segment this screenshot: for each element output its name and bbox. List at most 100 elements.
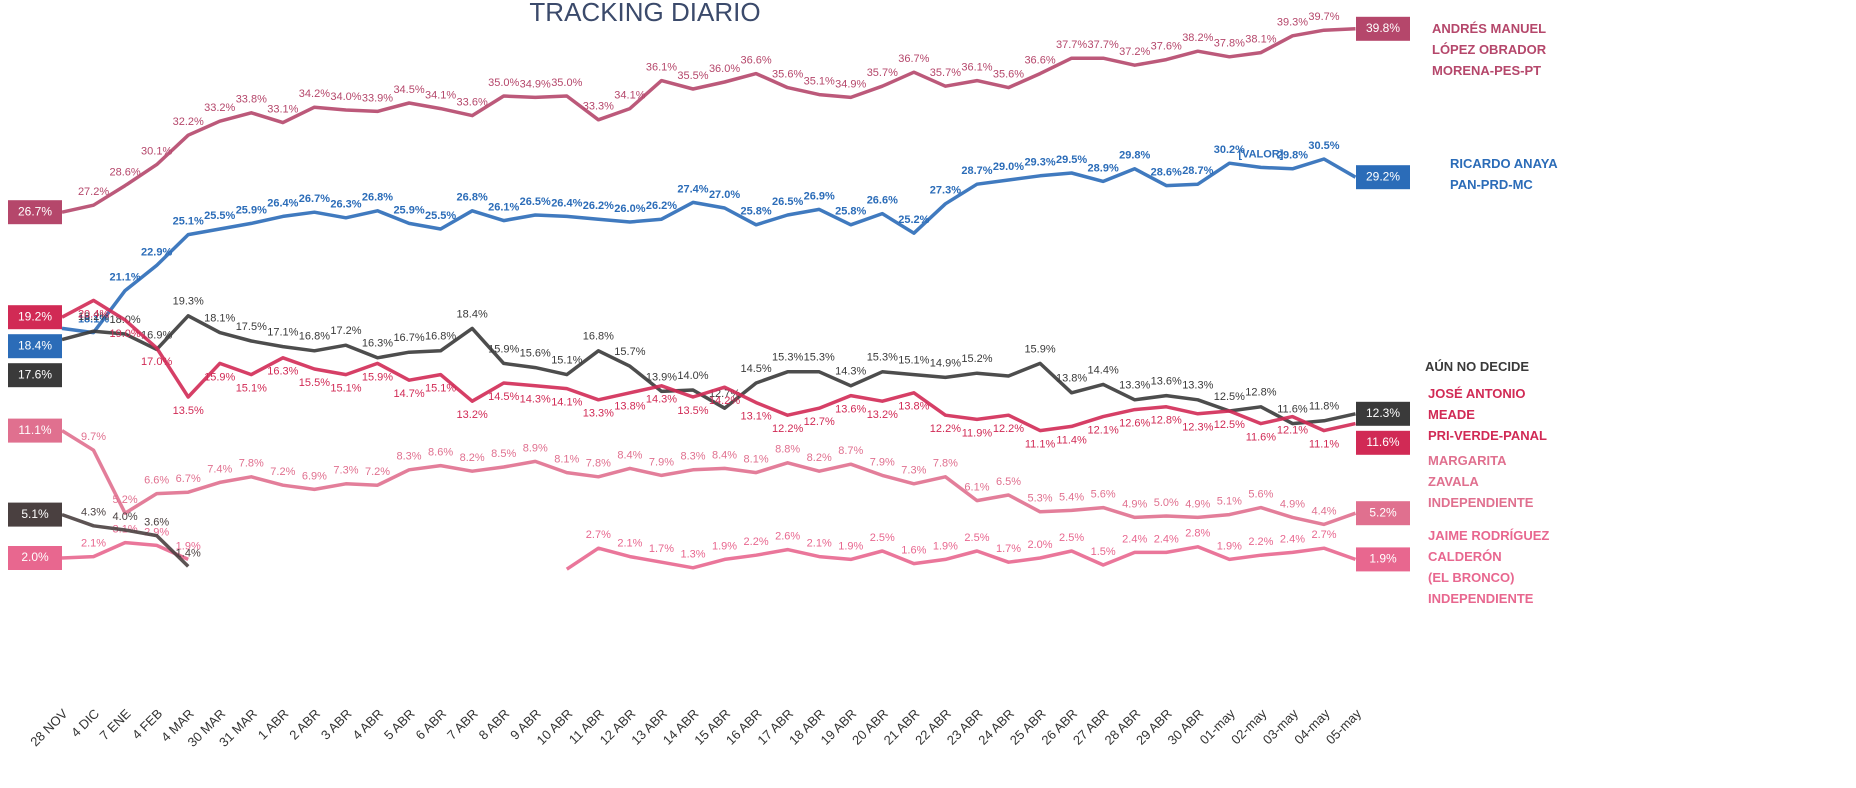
data-label: 15.3% — [772, 352, 803, 364]
data-label: 15.7% — [614, 346, 645, 358]
data-label: 11.9% — [962, 427, 993, 439]
data-label: 4.4% — [1311, 505, 1336, 517]
data-label: 28.7% — [961, 165, 992, 177]
data-label: 33.3% — [583, 101, 614, 113]
end-box — [1356, 501, 1410, 526]
data-label: 11.1% — [1025, 439, 1056, 451]
chart-title: TRACKING DIARIO — [529, 0, 760, 27]
data-label: 35.7% — [930, 67, 961, 79]
end-box-label: 11.6% — [1366, 435, 1399, 449]
data-label: 6.5% — [996, 476, 1021, 488]
data-label: 14.2% — [709, 395, 740, 407]
data-label: 7.3% — [901, 465, 926, 477]
data-label: 8.6% — [428, 447, 453, 459]
data-label: 14.4% — [1088, 364, 1119, 376]
data-label: 7.9% — [649, 456, 674, 468]
data-label: 2.4% — [1154, 533, 1179, 545]
legend-line: (EL BRONCO) — [1428, 570, 1514, 585]
data-label: 16.8% — [299, 331, 330, 343]
data-label: 13.2% — [867, 409, 898, 421]
data-label: 8.5% — [491, 448, 516, 460]
data-label: 35.6% — [772, 69, 803, 81]
data-label: 2.1% — [617, 538, 642, 550]
data-label: 2.4% — [1122, 533, 1147, 545]
data-label: 26.2% — [583, 200, 614, 212]
data-label: 13.5% — [173, 405, 204, 417]
legend-line: JAIME RODRÍGUEZ — [1428, 528, 1549, 543]
data-label: 37.7% — [1056, 39, 1087, 51]
end-box — [1356, 430, 1410, 455]
data-label: 25.5% — [425, 210, 456, 222]
data-label: 8.3% — [397, 451, 422, 463]
legend-line: MORENA-PES-PT — [1432, 63, 1541, 78]
data-label: 34.9% — [835, 78, 866, 90]
data-label: 4.3% — [81, 507, 106, 519]
end-box — [8, 305, 62, 330]
data-label: 36.0% — [709, 63, 740, 75]
end-box-label: 2.0% — [21, 550, 49, 564]
data-label: 25.9% — [393, 204, 424, 216]
data-label: 13.3% — [583, 408, 614, 420]
data-label: 7.8% — [239, 458, 264, 470]
data-label: 30.1% — [141, 146, 172, 158]
data-label: 4.9% — [1280, 498, 1305, 510]
data-label: 12.5% — [1214, 419, 1245, 431]
data-label: 26.8% — [362, 192, 393, 204]
data-label: 11.4% — [1056, 434, 1087, 446]
end-box — [8, 200, 62, 225]
data-label: 3.6% — [144, 517, 169, 529]
end-box-label: 12.3% — [1366, 406, 1400, 420]
data-label: 14.1% — [551, 397, 582, 409]
data-label: 17.5% — [236, 321, 267, 333]
data-label: 28.6% — [109, 167, 140, 179]
data-label: 16.8% — [425, 331, 456, 343]
data-label: 1.4% — [176, 547, 201, 559]
data-label: 13.3% — [1119, 380, 1150, 392]
data-label: 7.4% — [207, 463, 232, 475]
end-box-label: 1.9% — [1369, 552, 1397, 566]
data-label: 11.6% — [1277, 404, 1308, 416]
end-box-label: 5.1% — [21, 507, 49, 521]
data-label: 13.1% — [740, 411, 771, 423]
data-label: 11.6% — [1246, 432, 1277, 444]
data-label: 22.9% — [141, 246, 172, 258]
data-label: 25.8% — [740, 206, 771, 218]
data-label: 8.1% — [554, 454, 579, 466]
data-label: 12.8% — [1151, 415, 1182, 427]
data-label: 5.0% — [1154, 497, 1179, 509]
legend-label: AÚN NO DECIDE — [1425, 359, 1529, 374]
data-label: 33.6% — [457, 97, 488, 109]
data-label: 2.1% — [807, 538, 832, 550]
legend-line: RICARDO ANAYA — [1450, 156, 1558, 171]
data-label: 7.3% — [333, 465, 358, 477]
end-box — [1356, 547, 1410, 572]
data-label: 28.9% — [1088, 162, 1119, 174]
data-label: 16.8% — [583, 331, 614, 343]
data-label: 6.9% — [302, 470, 327, 482]
data-label: 34.1% — [425, 90, 456, 102]
series-line — [61, 27, 1356, 214]
data-label: 30.2% — [1214, 144, 1245, 156]
end-box-label: 5.2% — [1369, 505, 1397, 519]
data-label: 26.4% — [267, 197, 298, 209]
end-box — [8, 363, 62, 388]
data-label: 2.2% — [744, 536, 769, 548]
data-label: 37.8% — [1214, 38, 1245, 50]
data-label: 34.5% — [393, 84, 424, 96]
data-label: 39.7% — [1308, 11, 1339, 23]
end-box-label: 29.2% — [1366, 169, 1400, 183]
data-label: 33.2% — [204, 102, 235, 114]
data-label: 27.4% — [677, 183, 708, 195]
data-label: 15.3% — [804, 352, 835, 364]
data-label: 12.7% — [804, 416, 835, 428]
data-label: 17.2% — [330, 325, 361, 337]
data-label: 4.9% — [1185, 498, 1210, 510]
legend-line: MEADE — [1428, 407, 1475, 422]
data-label: 12.2% — [772, 423, 803, 435]
data-label: 29.5% — [1056, 154, 1087, 166]
data-label: 1.6% — [901, 545, 926, 557]
data-label: 15.5% — [299, 377, 330, 389]
data-label: 37.7% — [1088, 39, 1119, 51]
data-label: 8.2% — [460, 452, 485, 464]
